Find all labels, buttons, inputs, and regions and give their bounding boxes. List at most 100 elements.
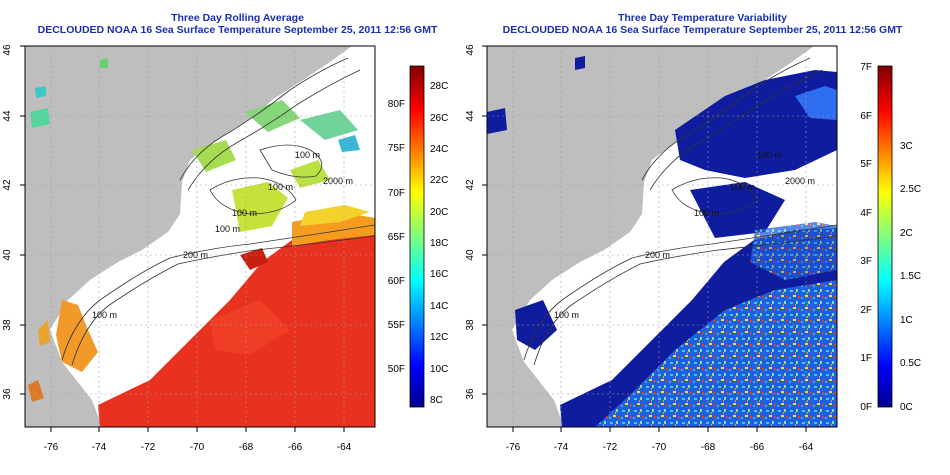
contour-label: 100 m xyxy=(295,150,320,160)
eddy-patch xyxy=(210,300,290,355)
colorbar-right-label: 22C xyxy=(430,175,448,186)
contour-label: 100 m xyxy=(268,182,293,192)
y-tick-label: 42 xyxy=(465,179,476,191)
y-tick-label: 46 xyxy=(465,44,476,56)
x-axis: -76 -74 -72 -70 -68 -66 -64 xyxy=(506,427,814,453)
colorbar-left-label: 5F xyxy=(860,159,872,170)
low-variability-region xyxy=(515,300,557,350)
colorbar-left-label: 55F xyxy=(388,320,405,331)
x-tick-label: -68 xyxy=(701,442,716,453)
map-frame xyxy=(486,45,838,428)
colorbar-right-label: 8C xyxy=(430,395,443,406)
high-variability-region xyxy=(750,222,837,280)
sst-average-panel: Three Day Rolling Average DECLOUDED NOAA… xyxy=(2,12,448,453)
bathymetry-contours xyxy=(61,57,375,366)
y-tick-label: 44 xyxy=(465,110,476,122)
mid-patch xyxy=(290,160,330,188)
sst-variability-map: 200 m 2000 m 100 m 100 m 100 m 100 m -76… xyxy=(465,44,921,453)
x-tick-label: -70 xyxy=(652,442,667,453)
colorbar-right-label: 2C xyxy=(900,228,913,239)
graticule xyxy=(25,46,375,427)
colorbar-left-label: 0F xyxy=(860,402,872,413)
low-variability-region xyxy=(487,108,507,134)
mid-patch xyxy=(300,110,358,140)
variability-colorbar: 7F 6F 5F 4F 3F 2F 1F 0F 3C 2.5C 2C 1.5C … xyxy=(860,62,921,413)
colorbar-right-label: 0C xyxy=(900,402,913,413)
mid-patch xyxy=(245,100,300,132)
colorbar-left-label: 3F xyxy=(860,256,872,267)
x-tick-label: -64 xyxy=(337,442,352,453)
x-tick-label: -64 xyxy=(799,442,814,453)
colorbar-left-label: 75F xyxy=(388,143,405,154)
y-tick-label: 36 xyxy=(465,388,476,400)
panel-title: Three Day Rolling Average xyxy=(171,12,304,24)
x-tick-label: -68 xyxy=(239,442,254,453)
y-tick-label: 40 xyxy=(465,249,476,261)
coastal-patch xyxy=(56,300,98,372)
colorbar-left-label: 4F xyxy=(860,208,872,219)
x-tick-label: -76 xyxy=(506,442,521,453)
colorbar-right-label: 14C xyxy=(430,301,448,312)
y-tick-label: 38 xyxy=(465,319,476,331)
mid-patch xyxy=(192,140,236,172)
north-patch xyxy=(35,86,46,98)
contour-label: 2000 m xyxy=(785,176,815,186)
contour-label: 100 m xyxy=(730,182,755,192)
x-tick-label: -76 xyxy=(44,442,59,453)
colorbar-left-label: 70F xyxy=(388,188,405,199)
contour-label: 100 m xyxy=(92,310,117,320)
contour-label: 100 m xyxy=(215,224,240,234)
x-tick-label: -66 xyxy=(288,442,303,453)
contour-label: 2000 m xyxy=(323,176,353,186)
x-tick-label: -74 xyxy=(92,442,107,453)
colorbar-right-label: 0.5C xyxy=(900,358,921,369)
contour-label: 200 m xyxy=(183,250,208,260)
x-tick-label: -70 xyxy=(190,442,205,453)
colorbar-right-label: 1C xyxy=(900,315,913,326)
colorbar-right-label: 28C xyxy=(430,81,448,92)
x-axis: -76 -74 -72 -70 -68 -66 -64 xyxy=(44,427,352,453)
colorbar-right-label: 20C xyxy=(430,207,448,218)
colorbar-left-label: 65F xyxy=(388,232,405,243)
map-body: 200 m 2000 m 100 m 100 m 100 m 100 m xyxy=(487,46,837,427)
contour-label: 200 m xyxy=(645,250,670,260)
colorbar-left-label: 2F xyxy=(860,305,872,316)
north-patch xyxy=(338,135,360,152)
eddy-patch xyxy=(240,248,268,270)
x-tick-label: -74 xyxy=(554,442,569,453)
x-tick-label: -66 xyxy=(750,442,765,453)
mid-variability-patch xyxy=(795,86,837,120)
contour-label: 100 m xyxy=(554,310,579,320)
colorbar-right-label: 16C xyxy=(430,269,448,280)
graticule xyxy=(487,46,837,427)
colorbar-right-label: 3C xyxy=(900,141,913,152)
colorbar-right-label: 10C xyxy=(430,364,448,375)
colorbar-left-label: 1F xyxy=(860,353,872,364)
x-tick-label: -72 xyxy=(141,442,156,453)
colorbar-left-label: 50F xyxy=(388,364,405,375)
x-tick-label: -72 xyxy=(603,442,618,453)
panel-subtitle: DECLOUDED NOAA 16 Sea Surface Temperatur… xyxy=(37,24,438,36)
colorbar-left-label: 60F xyxy=(388,276,405,287)
sst-average-map: 200 m 2000 m 100 m 100 m 100 m 100 m 100… xyxy=(2,44,448,453)
y-axis: 36 38 40 42 44 46 xyxy=(465,44,487,400)
north-patch xyxy=(30,108,50,128)
high-variability-region xyxy=(595,280,837,427)
colorbar-right-label: 26C xyxy=(430,113,448,124)
north-patch xyxy=(100,58,108,68)
coastal-patch xyxy=(28,380,44,402)
y-tick-label: 46 xyxy=(2,44,13,56)
coastal-patch xyxy=(38,320,50,346)
colorbar-right-label: 1.5C xyxy=(900,271,921,282)
y-axis: 36 38 40 42 44 46 xyxy=(2,44,25,400)
colorbar-left-label: 80F xyxy=(388,99,405,110)
y-tick-label: 36 xyxy=(2,388,13,400)
panel-subtitle: DECLOUDED NOAA 16 Sea Surface Temperatur… xyxy=(502,24,903,36)
y-tick-label: 40 xyxy=(2,249,13,261)
contour-label: 100 m xyxy=(232,208,257,218)
sst-variability-panel: Three Day Temperature Variability DECLOU… xyxy=(465,0,940,475)
bathymetry-contours xyxy=(523,57,837,366)
mid-patch xyxy=(232,182,288,232)
map-frame xyxy=(24,45,376,428)
panel-title: Three Day Temperature Variability xyxy=(617,12,788,24)
